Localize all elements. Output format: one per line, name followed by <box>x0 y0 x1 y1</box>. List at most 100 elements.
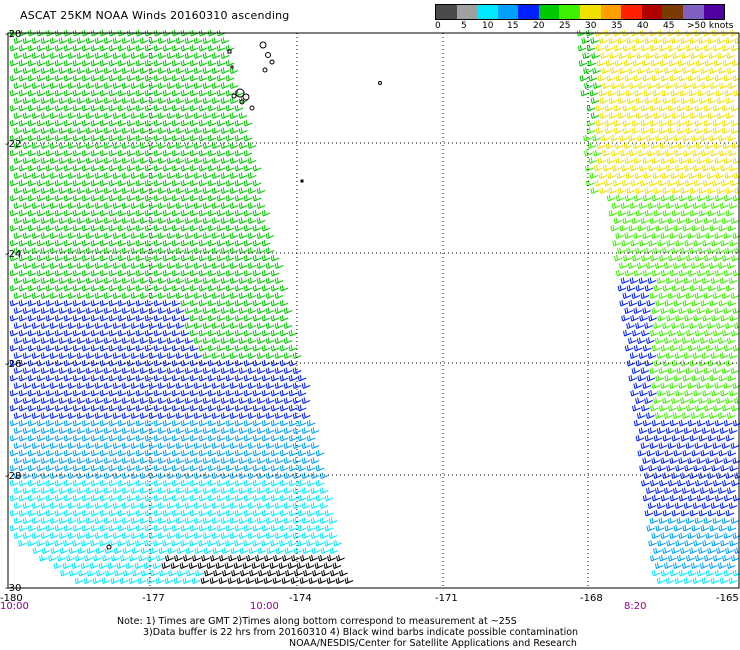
wind-barb <box>13 112 23 119</box>
wind-barb <box>27 329 37 337</box>
wind-barb <box>243 524 253 532</box>
wind-barb <box>234 509 244 517</box>
wind-barb <box>656 277 666 284</box>
wind-barb <box>58 307 68 314</box>
wind-barb <box>692 577 702 584</box>
wind-barb <box>126 134 136 142</box>
wind-barb <box>207 494 217 502</box>
wind-barb <box>592 134 601 142</box>
wind-barb <box>49 352 59 359</box>
wind-barb <box>270 539 279 547</box>
wind-barb <box>216 44 226 52</box>
wind-barb <box>90 524 100 532</box>
wind-barb <box>9 119 19 127</box>
wind-barb <box>225 374 235 382</box>
wind-barb <box>40 97 50 104</box>
lon-label: -168 <box>580 593 603 604</box>
wind-barb <box>126 119 136 127</box>
wind-barb <box>705 457 715 464</box>
wind-barb <box>238 307 248 314</box>
wind-barb <box>211 382 221 389</box>
wind-barb <box>180 194 190 202</box>
wind-barb <box>234 194 244 202</box>
wind-barb <box>171 179 181 187</box>
wind-barb <box>76 502 86 509</box>
wind-barb <box>256 187 266 194</box>
wind-barb <box>63 149 73 157</box>
wind-barb <box>49 307 59 314</box>
wind-barb <box>103 232 113 239</box>
wind-barb <box>54 464 64 472</box>
wind-barb <box>166 52 176 59</box>
wind-barb <box>310 457 320 464</box>
wind-barb <box>729 539 738 547</box>
wind-barb <box>22 82 32 89</box>
wind-barb <box>107 562 117 569</box>
wind-barb <box>198 314 208 322</box>
wind-barb <box>220 112 230 119</box>
wind-barb <box>18 209 28 217</box>
wind-barb <box>67 262 77 269</box>
wind-barb <box>703 292 713 299</box>
wind-barb <box>166 232 176 239</box>
wind-barb <box>22 427 32 434</box>
wind-barb <box>153 479 163 487</box>
wind-barb <box>13 517 23 524</box>
wind-barb <box>273 554 282 562</box>
wind-barb <box>36 464 46 472</box>
wind-barb <box>202 37 212 44</box>
wind-barb <box>689 397 698 404</box>
wind-barb <box>81 434 91 442</box>
wind-barb <box>171 389 181 397</box>
wind-barb <box>716 509 726 517</box>
wind-barb <box>578 59 588 67</box>
wind-barb <box>72 389 82 397</box>
wind-barb <box>707 187 717 194</box>
wind-barb <box>669 494 679 502</box>
wind-barb <box>207 209 217 217</box>
wind-barb <box>18 374 28 382</box>
wind-barb <box>99 59 109 67</box>
wind-barb <box>719 82 728 89</box>
wind-barb <box>619 224 629 232</box>
wind-barb <box>49 532 59 539</box>
wind-barb <box>632 404 641 412</box>
wind-barb <box>166 337 176 344</box>
wind-barb <box>121 97 131 104</box>
wind-barb <box>694 119 704 127</box>
wind-barb <box>641 404 650 412</box>
wind-barb <box>22 487 32 494</box>
wind-barb <box>683 277 693 284</box>
wind-barb <box>270 419 280 427</box>
wind-barb <box>193 502 203 509</box>
wind-barb <box>9 74 19 82</box>
wind-barb <box>696 74 706 82</box>
wind-barb <box>130 187 140 194</box>
wind-barb <box>631 217 641 224</box>
wind-barb <box>22 352 32 359</box>
wind-barb <box>40 337 50 344</box>
wind-barb <box>283 382 293 389</box>
wind-barb <box>220 502 230 509</box>
wind-barb <box>216 419 226 427</box>
wind-barb <box>238 142 248 149</box>
wind-barb <box>134 562 144 569</box>
wind-barb <box>58 382 68 389</box>
wind-barb <box>85 202 95 209</box>
wind-barb <box>36 329 46 337</box>
wind-barb <box>211 67 221 74</box>
wind-barb <box>682 374 692 382</box>
wind-barb <box>674 277 684 284</box>
wind-barb <box>319 502 329 509</box>
wind-barb <box>45 269 55 277</box>
wind-barb <box>36 89 46 97</box>
wind-barb <box>270 404 280 412</box>
wind-barb <box>126 284 136 292</box>
wind-barb <box>708 52 717 59</box>
wind-barb <box>646 299 656 307</box>
lat-label: -24 <box>5 249 21 260</box>
wind-barb <box>599 187 609 194</box>
wind-barb <box>658 217 668 224</box>
wind-barb <box>180 509 190 517</box>
wind-barb <box>157 502 167 509</box>
